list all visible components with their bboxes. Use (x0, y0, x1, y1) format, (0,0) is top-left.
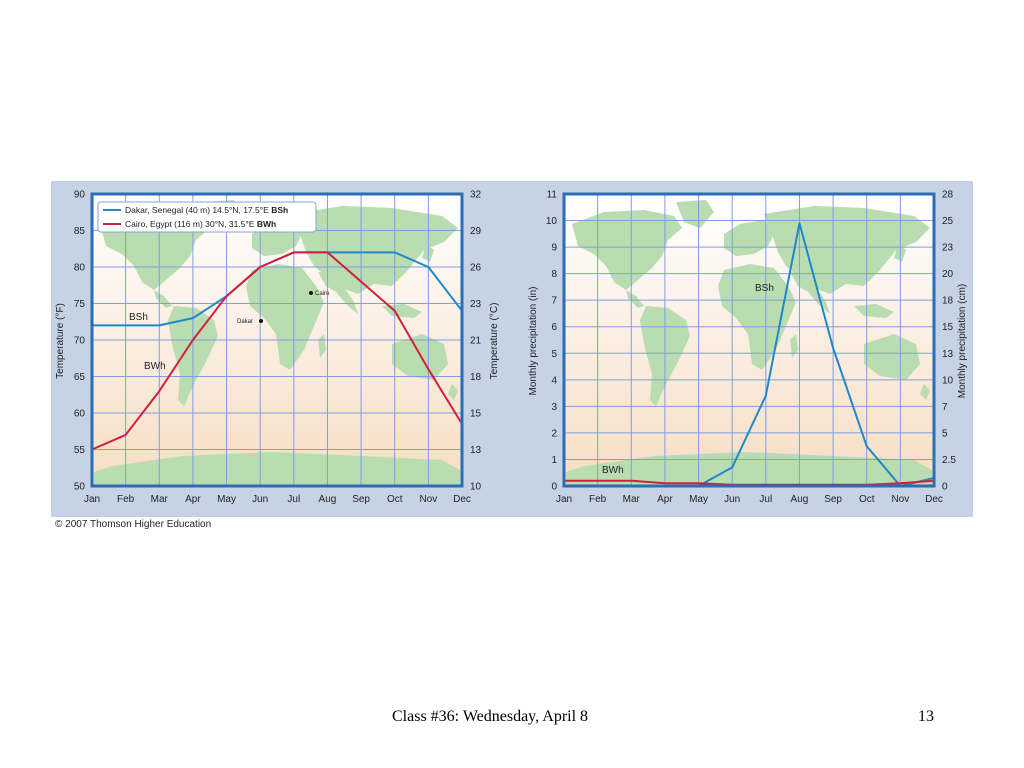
temperature-y2-tick-label: 15 (470, 409, 482, 420)
precipitation-x-tick-label: Dec (925, 494, 943, 505)
temperature-y2-tick-label: 32 (470, 190, 482, 201)
precipitation-x-tick-label: Aug (791, 494, 809, 505)
temperature-y2-tick-label: 29 (470, 226, 482, 237)
precipitation-y2-tick-label: 25 (942, 216, 954, 227)
temperature-grid (92, 194, 462, 486)
temperature-y2-tick-label: 23 (470, 299, 482, 310)
temperature-y-tick-label: 60 (74, 409, 86, 420)
precipitation-y-tick-label: 5 (551, 349, 557, 360)
precipitation-y2-tick-label: 23 (942, 243, 954, 254)
temperature-y-tick-label: 90 (74, 190, 86, 201)
temperature-y-tick-label: 65 (74, 372, 86, 383)
temperature-y2-tick-label: 10 (470, 482, 482, 493)
precipitation-y-tick-label: 8 (551, 269, 557, 280)
precipitation-y-tick-label: 11 (547, 190, 558, 201)
temperature-y2-tick-label: 21 (470, 336, 482, 347)
temperature-x-tick-label: Oct (387, 494, 403, 505)
temperature-f-axis-title: Temperature (°F) (55, 303, 66, 379)
annotation-bwh-right: BWh (602, 465, 624, 476)
temperature-c-axis-title: Temperature (°C) (489, 303, 500, 380)
precipitation-y-tick-label: 6 (551, 322, 557, 333)
temperature-y-tick-label: 85 (74, 226, 86, 237)
precipitation-y2-tick-label: 2.5 (942, 455, 956, 466)
temperature-ticks: Jan Feb Mar Apr May Jun Jul Aug Sep Oct Nov Dec 50 10… (74, 190, 482, 506)
temperature-y-tick-label: 75 (74, 299, 86, 310)
temperature-y-tick-label: 70 (74, 336, 86, 347)
legend-box (97, 201, 317, 233)
legend-label-cairo: Cairo, Egypt (116 m) 30°N, 31.5°E BWh (125, 219, 276, 229)
temperature-x-tick-label: Jul (287, 494, 300, 505)
temperature-x-tick-label: Aug (319, 494, 337, 505)
figure-panel: Jan Feb Mar Apr May Jun Jul Aug Sep Oct Nov Dec 50 10… (51, 181, 973, 517)
temperature-x-tick-label: Dec (453, 494, 471, 505)
legend-label-dakar: Dakar, Senegal (40 m) 14.5°N, 17.5°E BSh (125, 205, 288, 215)
copyright-notice: © 2007 Thomson Higher Education (55, 519, 212, 530)
temperature-x-tick-label: Sep (352, 494, 370, 505)
temperature-legend: Dakar, Senegal (40 m) 14.5°N, 17.5°E BSh… (97, 201, 317, 233)
precipitation-y-tick-label: 1 (551, 455, 557, 466)
precipitation-y-tick-label: 4 (551, 375, 557, 386)
precipitation-plot-frame (562, 192, 936, 488)
precipitation-x-tick-label: Apr (657, 494, 673, 505)
temperature-plot-frame (90, 192, 464, 488)
temperature-x-tick-label: Nov (419, 494, 437, 505)
precipitation-y2-tick-label: 7 (942, 402, 948, 413)
temperature-y-tick-label: 50 (74, 482, 86, 493)
cairo-city-label: Cairo (315, 291, 330, 297)
temperature-y2-tick-label: 13 (470, 445, 482, 456)
annotation-bsh-left: BSh (129, 312, 148, 323)
precipitation-y-tick-label: 7 (551, 296, 557, 307)
precipitation-x-tick-label: Feb (589, 494, 607, 505)
temperature-chart: Jan Feb Mar Apr May Jun Jul Aug Sep Oct Nov Dec 50 10… (55, 190, 500, 506)
precipitation-y2-tick-label: 13 (942, 349, 954, 360)
precipitation-x-tick-label: Jul (759, 494, 772, 505)
temperature-y2-tick-label: 26 (470, 263, 482, 274)
dakar-city-dot (259, 319, 263, 323)
precipitation-x-tick-label: Nov (891, 494, 909, 505)
slide-footer-title: Class #36: Wednesday, April 8 (392, 708, 589, 725)
precipitation-y2-tick-label: 5 (942, 428, 948, 439)
slide-page-number: 13 (918, 708, 934, 725)
temperature-series-line-cairo (91, 251, 463, 451)
temperature-x-tick-label: Apr (185, 494, 201, 505)
precipitation-x-tick-label: Jun (724, 494, 740, 505)
temperature-x-tick-label: Jun (252, 494, 268, 505)
precipitation-x-tick-label: May (689, 494, 708, 505)
precipitation-y-tick-label: 10 (546, 216, 558, 227)
temperature-x-tick-label: Jan (84, 494, 100, 505)
annotation-bwh-left: BWh (144, 361, 166, 372)
precipitation-y2-tick-label: 20 (942, 269, 954, 280)
precipitation-x-tick-label: Oct (859, 494, 875, 505)
temperature-series (91, 251, 463, 451)
precipitation-x-tick-label: Jan (556, 494, 572, 505)
temperature-y-tick-label: 55 (74, 445, 86, 456)
cairo-city-dot (309, 291, 313, 295)
precipitation-x-tick-label: Sep (824, 494, 842, 505)
precipitation-cm-axis-title: Monthly precipitation (cm) (957, 284, 968, 398)
temperature-y2-tick-label: 18 (470, 372, 482, 383)
precipitation-y-tick-label: 0 (551, 482, 557, 493)
precipitation-y-tick-label: 3 (551, 402, 557, 413)
precipitation-y2-tick-label: 0 (942, 482, 948, 493)
precipitation-y-tick-label: 2 (551, 428, 557, 439)
temperature-x-tick-label: May (217, 494, 236, 505)
precipitation-x-tick-label: Mar (623, 494, 641, 505)
dakar-city-label: Dakar (237, 319, 253, 325)
precipitation-y2-tick-label: 28 (942, 190, 954, 201)
precipitation-grid (564, 194, 934, 486)
precipitation-y2-tick-label: 15 (942, 322, 954, 333)
precipitation-y2-tick-label: 18 (942, 296, 954, 307)
temperature-x-tick-label: Mar (151, 494, 169, 505)
precipitation-y-tick-label: 9 (551, 243, 557, 254)
precipitation-in-axis-title: Monthly precipitation (in) (528, 287, 539, 396)
annotation-bsh-right: BSh (755, 283, 774, 294)
temperature-x-tick-label: Feb (117, 494, 135, 505)
precipitation-y2-tick-label: 10 (942, 375, 954, 386)
temperature-y-tick-label: 80 (74, 263, 86, 274)
